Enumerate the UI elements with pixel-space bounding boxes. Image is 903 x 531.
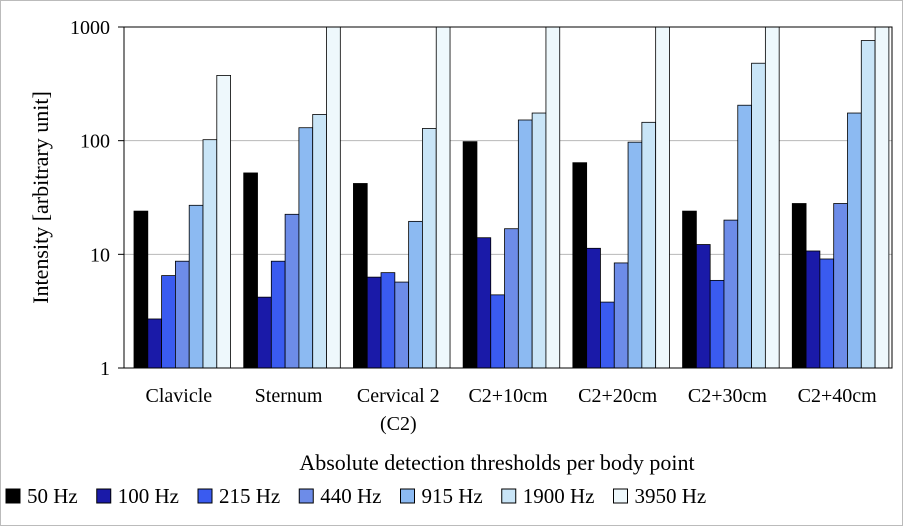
bar-50hz-4: [572, 162, 588, 369]
bar-3950hz-4: [655, 26, 670, 369]
bar-915hz-6: [847, 112, 862, 369]
bar-1900hz-4: [641, 121, 657, 369]
bar-100hz-4: [586, 247, 601, 369]
x-tick-label: Clavicle: [146, 385, 213, 407]
bar-100hz-5: [695, 244, 711, 369]
y-tick-labels: 1 10 100 1000: [70, 17, 124, 380]
bar-3950hz-1: [326, 26, 341, 369]
bar-1900hz-1: [312, 114, 327, 369]
bar-50hz-1: [243, 172, 258, 369]
bar-915hz-4: [627, 141, 643, 369]
bar-215hz-5: [709, 279, 725, 369]
legend-label: 915 Hz: [422, 484, 483, 508]
x-tick-label: C2+30cm: [688, 385, 767, 407]
bar-915hz-3: [517, 119, 533, 369]
bar-3950hz-5: [764, 26, 780, 369]
bar-215hz-1: [270, 260, 286, 369]
bar-215hz-0: [161, 275, 176, 369]
bar-3950hz-3: [545, 26, 561, 369]
legend-swatch: [501, 488, 517, 504]
bar-915hz-5: [737, 104, 752, 369]
bar-215hz-2: [380, 272, 396, 369]
legend-label: 3950 Hz: [635, 484, 707, 508]
bar-1900hz-5: [751, 62, 766, 369]
bar-215hz-6: [819, 258, 835, 369]
legend: 50 Hz 100 Hz 215 Hz 440 Hz 915 Hz 1900 Hz 3950…: [5, 484, 707, 508]
legend-label: 440 Hz: [320, 484, 381, 508]
bar-440hz-5: [723, 219, 739, 369]
x-tick-label: C2+20cm: [578, 385, 657, 407]
legend-swatch: [400, 488, 415, 504]
bar-100hz-3: [476, 237, 492, 369]
bar-3950hz-2: [435, 26, 451, 369]
bar-915hz-2: [408, 220, 423, 369]
legend-label: 50 Hz: [27, 484, 78, 508]
legend-label: 100 Hz: [118, 484, 179, 508]
plot-area-frame: [123, 26, 893, 369]
x-axis-label: Absolute detection thresholds per body p…: [299, 450, 694, 475]
bar-50hz-6: [791, 203, 807, 369]
bar-100hz-6: [805, 250, 821, 369]
legend-swatch: [5, 488, 21, 504]
y-tick-label: 1000: [70, 17, 110, 39]
y-tick-label: 10: [90, 244, 110, 266]
bar-100hz-2: [366, 276, 382, 369]
legend-label: 215 Hz: [219, 484, 280, 508]
x-tick-labels: Clavicle Sternum Cervical 2 (C2) C2+10cm C2+2…: [146, 385, 878, 435]
legend-swatch: [298, 488, 314, 504]
bar-440hz-4: [613, 262, 629, 369]
bar-1900hz-0: [202, 139, 218, 369]
x-tick-label: Cervical 2: [357, 385, 440, 407]
bar-915hz-1: [298, 127, 314, 369]
legend-swatch: [613, 488, 628, 504]
legend-swatch: [197, 488, 213, 504]
bar-1900hz-2: [422, 128, 437, 369]
bar-440hz-1: [284, 213, 300, 369]
bar-50hz-2: [353, 183, 368, 369]
bar-3950hz-0: [216, 75, 232, 369]
bar-215hz-3: [490, 294, 505, 369]
bar-50hz-3: [462, 141, 478, 369]
bar-215hz-4: [600, 301, 615, 369]
legend-swatch: [96, 488, 112, 504]
y-tick-label: 100: [80, 131, 110, 153]
x-tick-label: Sternum: [255, 385, 323, 407]
bar-100hz-1: [257, 296, 272, 369]
bar-1900hz-6: [860, 40, 876, 369]
bar-50hz-5: [682, 210, 697, 369]
bar-3950hz-6: [874, 26, 890, 369]
y-tick-label: 1: [100, 358, 110, 380]
bar-100hz-0: [147, 318, 163, 369]
y-axis-label: Intensity [arbitrary unit]: [28, 91, 53, 304]
bar-1900hz-3: [531, 112, 547, 369]
bar-50hz-0: [133, 210, 149, 369]
legend-label: 1900 Hz: [523, 484, 595, 508]
x-tick-label: C2+40cm: [798, 385, 877, 407]
bar-440hz-0: [174, 260, 190, 369]
bar-440hz-3: [504, 228, 519, 369]
bar-440hz-6: [833, 203, 848, 369]
bar-440hz-2: [394, 281, 410, 369]
x-tick-label: C2+10cm: [468, 385, 547, 407]
bar-915hz-0: [188, 204, 204, 369]
x-tick-label: (C2): [380, 413, 417, 435]
